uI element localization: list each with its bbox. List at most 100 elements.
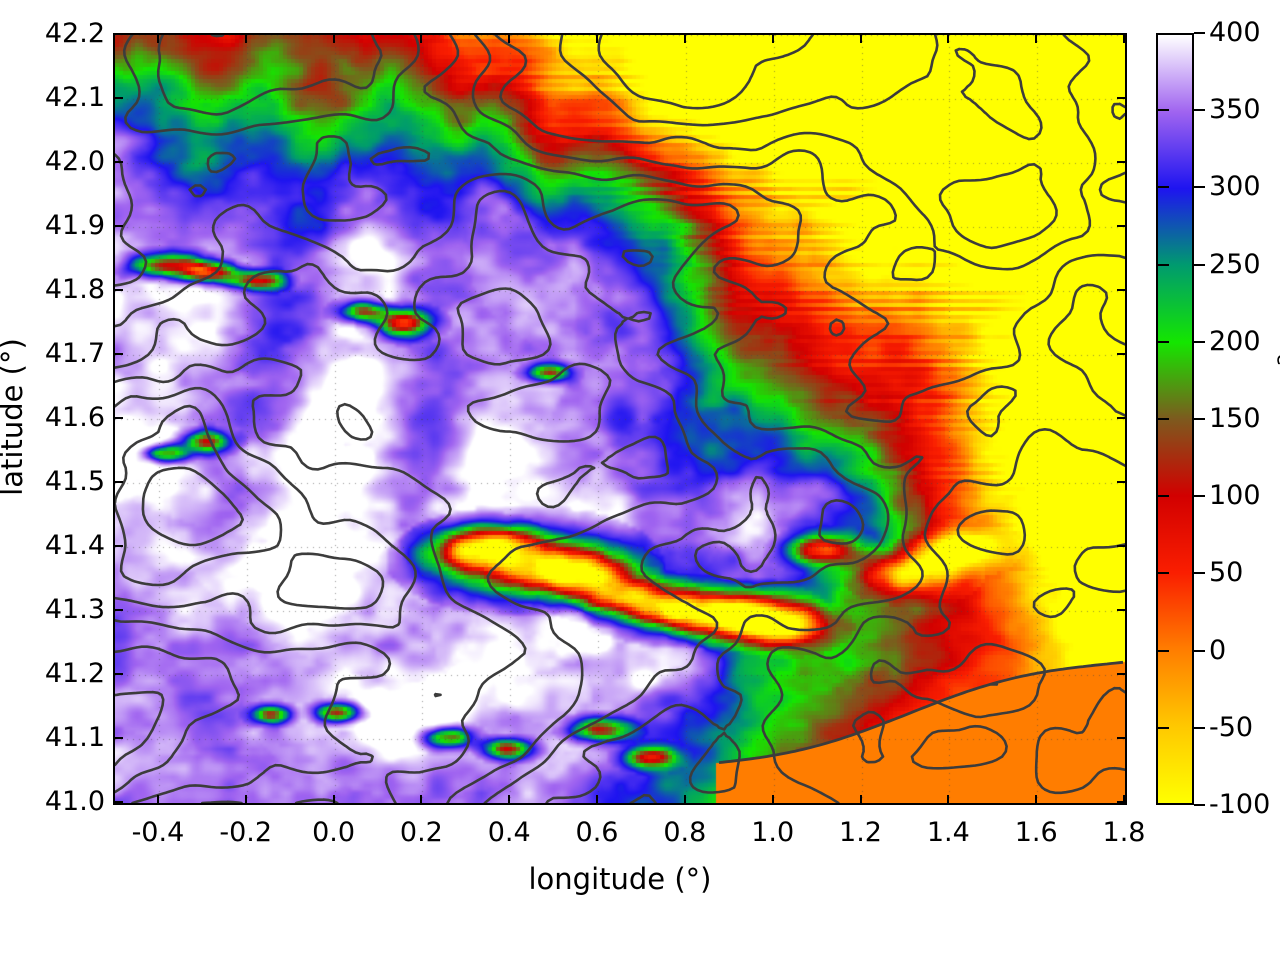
y-tick-label: 42.0 xyxy=(44,146,105,177)
x-tick-label: 1.0 xyxy=(751,817,795,848)
x-tick-top xyxy=(508,34,511,43)
y-tick-label: 41.5 xyxy=(44,466,105,497)
y-tick-right xyxy=(1117,33,1126,35)
y-tick xyxy=(114,801,123,803)
y-tick xyxy=(114,97,123,99)
colorbar-tick-outer xyxy=(1194,804,1205,806)
y-tick-label: 41.4 xyxy=(44,530,105,561)
colorbar-tick-label: 50 xyxy=(1209,557,1244,589)
y-tick xyxy=(114,737,123,739)
colorbar-tick-outer xyxy=(1194,572,1205,575)
y-tick-right xyxy=(1117,545,1126,547)
colorbar-tick xyxy=(1156,340,1169,343)
y-tick xyxy=(114,481,123,483)
y-tick-label: 42.2 xyxy=(44,18,105,49)
x-tick-top xyxy=(332,34,335,43)
x-tick-label: -0.2 xyxy=(219,817,273,848)
x-tick-top xyxy=(771,34,774,43)
x-axis-title: longitude (°) xyxy=(528,862,712,896)
colorbar-tick-outer xyxy=(1194,109,1205,112)
colorbar-tick-outer xyxy=(1194,32,1205,34)
colorbar-tick-outer xyxy=(1194,418,1205,420)
x-tick xyxy=(596,795,599,804)
y-tick-right xyxy=(1117,481,1126,483)
colorbar-tick-label: -100 xyxy=(1209,789,1271,820)
le-raster-heatmap xyxy=(115,35,1125,803)
y-tick-right xyxy=(1117,417,1126,419)
colorbar-tick xyxy=(1156,109,1169,112)
x-tick-top xyxy=(596,34,599,43)
colorbar-tick xyxy=(1156,263,1169,266)
y-tick-right xyxy=(1117,225,1126,227)
x-tick-label: 1.2 xyxy=(839,817,882,848)
colorbar-tick-outer xyxy=(1194,649,1205,652)
x-tick-label: 1.4 xyxy=(926,817,970,848)
y-tick xyxy=(114,417,123,419)
y-tick-label: 41.8 xyxy=(44,274,105,305)
x-tick-label: 0.4 xyxy=(487,817,531,848)
colorbar-tick xyxy=(1156,726,1169,729)
coastline-path xyxy=(718,660,1124,764)
x-tick-top xyxy=(1123,34,1125,43)
y-tick-right xyxy=(1117,801,1126,803)
colorbar-tick-label: 350 xyxy=(1209,94,1261,126)
x-tick-top xyxy=(859,34,862,43)
contour-path xyxy=(115,35,1125,803)
x-tick xyxy=(683,795,686,804)
colorbar-tick-label: 100 xyxy=(1209,480,1261,512)
y-tick xyxy=(114,353,123,355)
x-tick-label: 1.6 xyxy=(1014,817,1058,848)
y-tick-label: 42.1 xyxy=(44,82,105,113)
colorbar-tick-outer xyxy=(1194,726,1205,729)
x-tick-label: 0.2 xyxy=(399,817,443,848)
colorbar-tick-outer xyxy=(1194,186,1205,189)
x-tick-top xyxy=(244,34,247,43)
colorbar-tick xyxy=(1156,186,1169,189)
colorbar-tick-label: -50 xyxy=(1209,711,1254,743)
y-tick xyxy=(114,161,123,163)
x-tick xyxy=(1035,795,1038,804)
colorbar-tick-outer xyxy=(1194,263,1205,266)
y-tick xyxy=(114,545,123,547)
x-tick xyxy=(244,795,247,804)
y-tick xyxy=(114,33,123,35)
x-tick xyxy=(859,795,862,804)
x-tick-top xyxy=(1035,34,1038,43)
colorbar-title: LE (W m-2) xyxy=(1274,342,1280,494)
x-tick xyxy=(156,795,159,804)
x-tick xyxy=(420,795,423,804)
y-tick-right xyxy=(1117,161,1126,163)
y-tick-label: 41.3 xyxy=(44,594,105,625)
y-tick-right xyxy=(1117,737,1126,739)
x-tick-top xyxy=(947,34,950,43)
x-tick xyxy=(947,795,950,804)
x-tick xyxy=(508,795,511,804)
colorbar-tick xyxy=(1156,649,1169,652)
y-tick-right xyxy=(1117,289,1126,291)
x-tick-label: -0.4 xyxy=(131,817,185,848)
colorbar-tick-label: 0 xyxy=(1209,634,1227,666)
y-tick-label: 41.6 xyxy=(44,402,105,433)
colorbar-tick-label: 400 xyxy=(1209,17,1261,48)
y-tick-right xyxy=(1117,673,1126,675)
x-tick-label: 1.8 xyxy=(1102,817,1146,848)
colorbar-tick-label: 300 xyxy=(1209,171,1261,203)
y-tick-label: 41.9 xyxy=(44,210,105,241)
x-tick-top xyxy=(156,34,159,43)
x-tick-label: 0.8 xyxy=(663,817,707,848)
x-tick xyxy=(1123,795,1125,804)
y-tick-right xyxy=(1117,97,1126,99)
y-tick-label: 41.1 xyxy=(44,722,105,753)
x-tick xyxy=(332,795,335,804)
colorbar-tick xyxy=(1156,495,1169,498)
y-tick xyxy=(114,289,123,291)
y-tick xyxy=(114,609,123,611)
x-tick-top xyxy=(683,34,686,43)
colorbar-tick xyxy=(1156,572,1169,575)
x-tick-top xyxy=(420,34,423,43)
y-tick-label: 41.2 xyxy=(44,658,105,689)
colorbar-tick-label: 150 xyxy=(1209,403,1261,434)
x-tick-label: 0.6 xyxy=(575,817,619,848)
colorbar-tick xyxy=(1156,418,1169,420)
